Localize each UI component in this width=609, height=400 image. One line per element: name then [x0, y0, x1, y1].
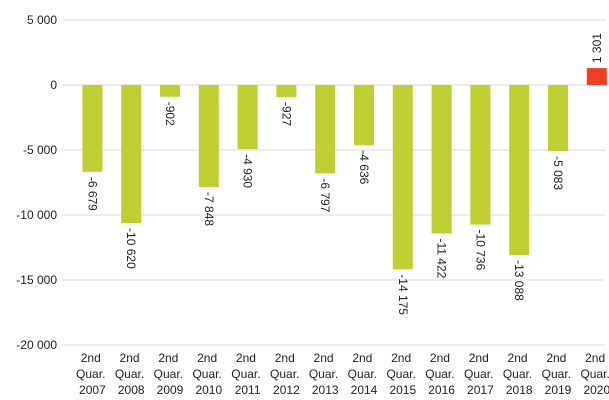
x-tick-label: 2nd Quar. 2016: [425, 351, 458, 397]
y-tick-label: -10 000: [16, 208, 57, 222]
bar: [470, 85, 491, 225]
bar: [160, 85, 180, 97]
x-tick-label: 2nd Quar. 2018: [503, 351, 536, 397]
y-tick-label: -5 000: [23, 143, 57, 157]
x-tick-label: 2nd Quar. 2019: [542, 351, 575, 397]
value-label: -13 088: [512, 260, 526, 301]
x-tick-label: 2nd Quar. 2008: [115, 351, 148, 397]
y-tick-label: 5 000: [27, 13, 57, 27]
value-label: -10 620: [124, 228, 138, 269]
x-tick-label: 2nd Quar. 2017: [464, 351, 497, 397]
value-label: -7 848: [202, 192, 216, 226]
value-label: -10 736: [473, 230, 487, 271]
bar: [548, 85, 568, 152]
value-label: -6 679: [85, 177, 99, 211]
x-tick-label: 2nd Quar. 2009: [154, 351, 187, 397]
bar: [82, 85, 103, 172]
value-label: 1 301: [590, 33, 604, 63]
bar: [121, 85, 142, 224]
bar: [315, 85, 336, 174]
y-tick-label: 0: [50, 78, 57, 92]
bar: [198, 85, 219, 188]
bar: [276, 85, 297, 98]
value-label: -6 797: [318, 178, 332, 212]
value-label: -5 083: [551, 156, 565, 190]
bar: [586, 68, 607, 85]
bar: [392, 85, 413, 270]
value-label: -927: [279, 102, 293, 126]
bar: [237, 85, 258, 150]
value-label: -14 175: [396, 274, 410, 315]
x-tick-label: 2nd Quar. 2012: [270, 351, 303, 397]
value-label: -4 636: [357, 150, 371, 184]
x-tick-label: 2nd Quar. 2014: [348, 351, 381, 397]
x-tick-label: 2nd Quar. 2007: [76, 351, 109, 397]
y-tick-label: -15 000: [16, 273, 57, 287]
value-label: -902: [163, 102, 177, 126]
x-tick-label: 2nd Quar. 2010: [192, 351, 225, 397]
x-tick-label: 2nd Quar. 2015: [386, 351, 419, 397]
value-label: -4 930: [241, 154, 255, 188]
x-tick-label: 2nd Quar. 2013: [309, 351, 342, 397]
x-tick-label: 2nd Quar. 2020: [580, 351, 609, 397]
bar: [509, 85, 530, 256]
bar: [431, 85, 452, 234]
y-tick-label: -20 000: [16, 338, 57, 352]
bar: [354, 85, 374, 146]
x-tick-label: 2nd Quar. 2011: [231, 351, 264, 397]
value-label: -11 422: [435, 238, 449, 278]
